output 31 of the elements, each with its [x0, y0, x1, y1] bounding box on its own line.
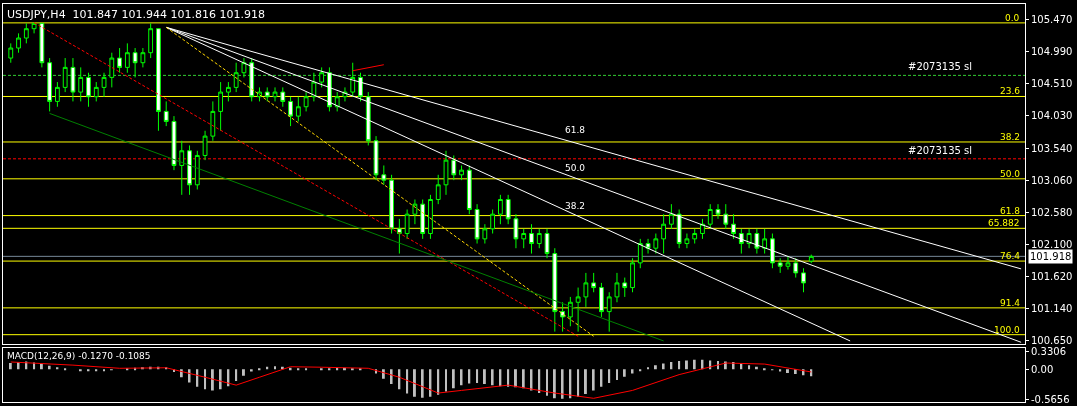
y-tick-label: 0.00 [1031, 363, 1054, 375]
annotation: 91.4 [1000, 298, 1021, 308]
annotation: 100.0 [994, 325, 1021, 335]
annotation: 38.2 [1000, 132, 1021, 142]
y-tick-label: 103.540 [1031, 142, 1073, 154]
ref-line-label: #2073135 sl [908, 145, 973, 156]
y-tick-label: 102.580 [1031, 206, 1073, 218]
ref-line-label: #2073135 sl [908, 61, 973, 72]
annotation: 61.8 [1000, 206, 1021, 216]
annotation: 50.0 [565, 163, 586, 173]
y-tick-label: 101.620 [1031, 270, 1073, 282]
y-tick-label: 105.470 [1031, 13, 1073, 25]
y-tick-label: 104.510 [1031, 77, 1073, 89]
y-tick-label: 104.990 [1031, 45, 1073, 57]
annotation: 50.0 [1000, 169, 1021, 179]
y-tick-label: 102.100 [1031, 238, 1073, 250]
ref-line-label: 101.918 [1030, 251, 1072, 262]
y-tick-label: 101.140 [1031, 302, 1073, 314]
annotation: 23.6 [1000, 86, 1021, 96]
y-tick-label: 103.060 [1031, 174, 1073, 186]
chart-title: MACD(12,26,9) -0.1270 -0.1085 [7, 351, 151, 361]
y-tick-label: 100.650 [1031, 335, 1073, 347]
annotation: 0.0 [1005, 13, 1020, 23]
y-tick-label: -0.5656 [1031, 393, 1070, 405]
y-tick-label: 104.030 [1031, 109, 1073, 121]
annotation: 65.882 [988, 218, 1020, 228]
annotation: 76.4 [1000, 251, 1021, 261]
annotation: 61.8 [565, 125, 586, 135]
y-tick-label: 0.3306 [1031, 346, 1066, 358]
annotation: 38.2 [565, 201, 586, 211]
chart-title: USDJPY,H4 101.847 101.944 101.816 101.918 [7, 8, 266, 21]
